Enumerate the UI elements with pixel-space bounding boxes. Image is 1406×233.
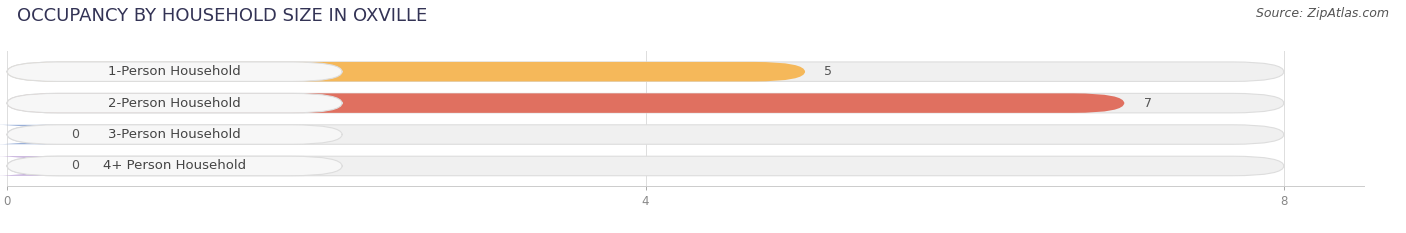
FancyBboxPatch shape [7, 125, 342, 144]
FancyBboxPatch shape [7, 156, 342, 176]
Text: Source: ZipAtlas.com: Source: ZipAtlas.com [1256, 7, 1389, 20]
Text: 0: 0 [70, 128, 79, 141]
FancyBboxPatch shape [7, 125, 1284, 144]
FancyBboxPatch shape [0, 156, 58, 176]
FancyBboxPatch shape [7, 93, 1284, 113]
Text: 2-Person Household: 2-Person Household [108, 97, 240, 110]
Text: 5: 5 [824, 65, 832, 78]
Text: OCCUPANCY BY HOUSEHOLD SIZE IN OXVILLE: OCCUPANCY BY HOUSEHOLD SIZE IN OXVILLE [17, 7, 427, 25]
Text: 1-Person Household: 1-Person Household [108, 65, 240, 78]
FancyBboxPatch shape [7, 62, 1284, 81]
FancyBboxPatch shape [0, 125, 58, 144]
FancyBboxPatch shape [7, 62, 806, 81]
Text: 3-Person Household: 3-Person Household [108, 128, 240, 141]
FancyBboxPatch shape [7, 156, 1284, 176]
Text: 4+ Person Household: 4+ Person Household [103, 159, 246, 172]
Text: 7: 7 [1143, 97, 1152, 110]
FancyBboxPatch shape [7, 93, 1125, 113]
FancyBboxPatch shape [7, 62, 342, 81]
Text: 0: 0 [70, 159, 79, 172]
FancyBboxPatch shape [7, 93, 342, 113]
